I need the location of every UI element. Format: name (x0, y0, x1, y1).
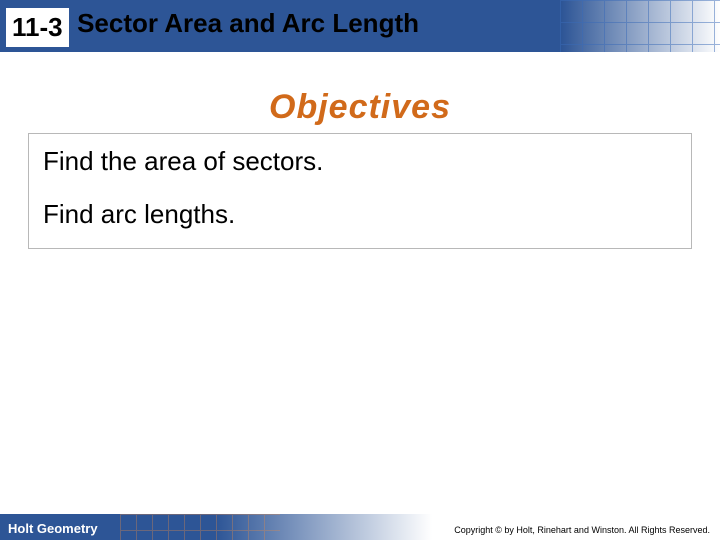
objective-item: Find arc lengths. (43, 199, 677, 230)
objectives-box: Find the area of sectors. Find arc lengt… (28, 133, 692, 249)
objective-item: Find the area of sectors. (43, 146, 677, 177)
objectives-heading: Objectives (0, 88, 720, 127)
lesson-number: 11-3 (6, 8, 69, 47)
footer-copyright: Copyright © by Holt, Rinehart and Winsto… (454, 525, 710, 535)
header-grid-decoration (560, 0, 720, 52)
footer-grid-decoration (120, 514, 280, 540)
footer-bar: Holt Geometry Copyright © by Holt, Rineh… (0, 514, 720, 540)
header-bar: 11-3 Sector Area and Arc Length (0, 0, 720, 52)
lesson-title: Sector Area and Arc Length (77, 8, 419, 39)
footer-publisher: Holt Geometry (8, 521, 98, 536)
